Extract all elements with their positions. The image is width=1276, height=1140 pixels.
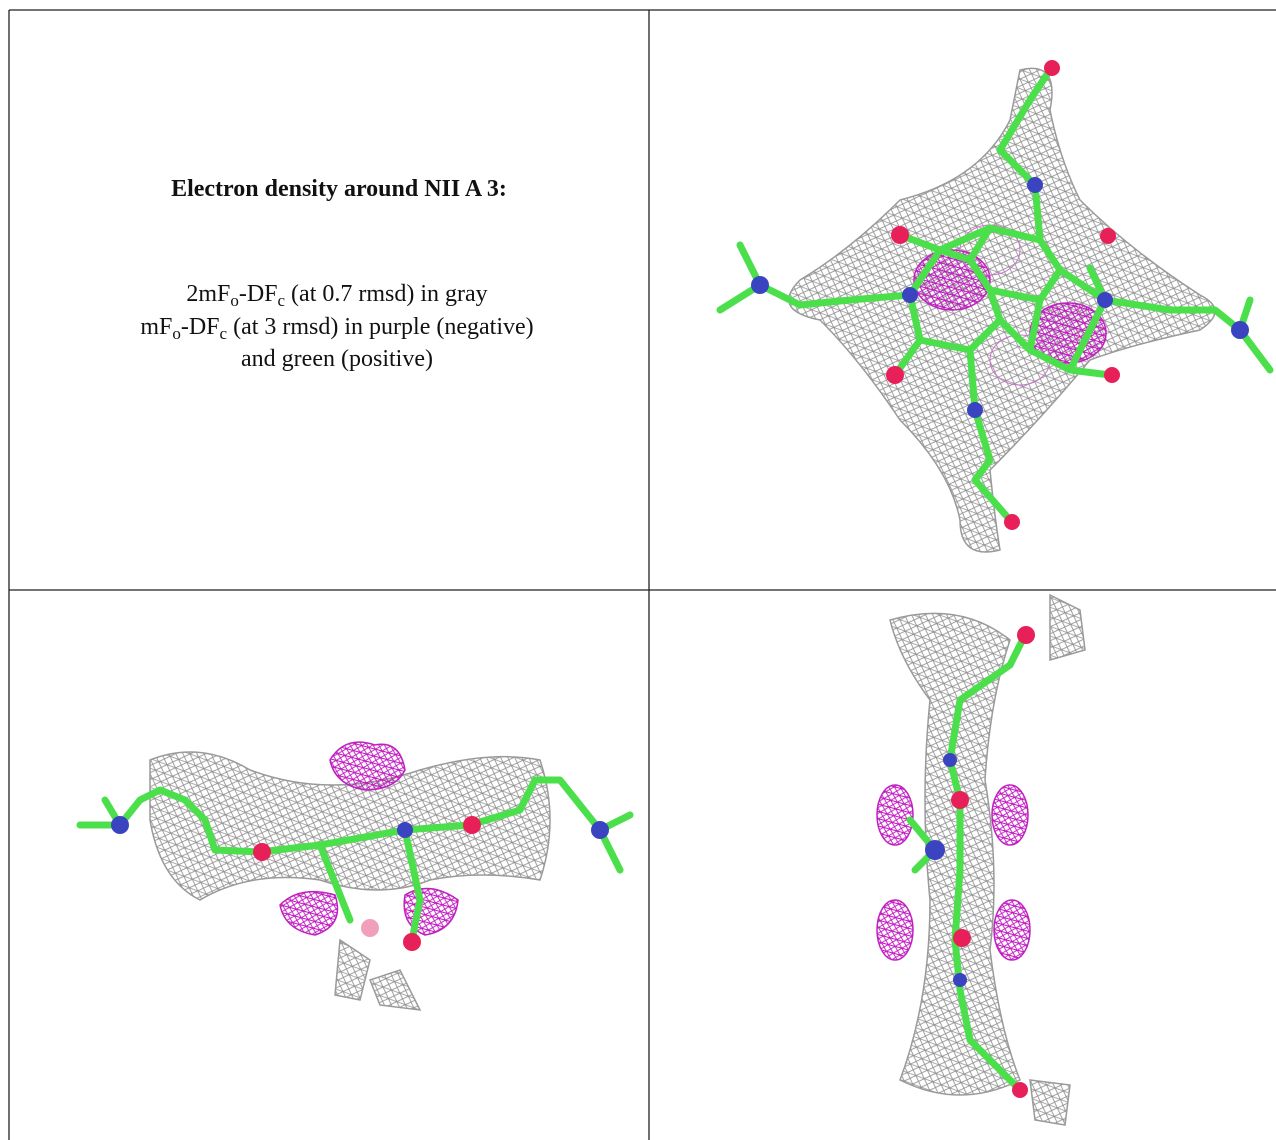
- mesh-shape: [149, 751, 551, 901]
- o-shape: [253, 843, 271, 861]
- table-borders: [8, 9, 1276, 1140]
- density-view-edge: [876, 593, 1086, 1126]
- stick-shape: [76, 776, 634, 944]
- caption-text: -DF: [181, 314, 220, 340]
- pmesh-shape: [279, 890, 339, 936]
- subscript: c: [278, 291, 286, 310]
- caption-text: 2mF: [186, 281, 230, 307]
- n-shape: [1097, 292, 1113, 308]
- o-shape: [953, 929, 971, 947]
- pmesh-shape: [993, 899, 1031, 961]
- caption-line: 2mFo-DFc (at 0.7 rmsd) in gray: [186, 281, 487, 310]
- n-shape: [953, 973, 967, 987]
- o-shape: [1017, 626, 1035, 644]
- caption-text: and green (positive): [241, 346, 433, 372]
- pmesh-shape: [876, 784, 914, 846]
- o-shape: [1100, 228, 1116, 244]
- n-shape: [925, 840, 945, 860]
- n-shape: [591, 821, 609, 839]
- caption-title: Electron density around NII A 3:: [171, 176, 507, 202]
- n-shape: [967, 402, 983, 418]
- pmesh-shape: [329, 741, 406, 791]
- n-shape: [751, 276, 769, 294]
- o-shape: [951, 791, 969, 809]
- o-shape: [1004, 514, 1020, 530]
- caption-text: -DF: [239, 281, 278, 307]
- subscript: o: [230, 291, 239, 310]
- caption-text: mF: [140, 314, 172, 340]
- n-shape: [111, 816, 129, 834]
- density-view-top: [716, 60, 1274, 553]
- o-shape: [891, 226, 909, 244]
- caption-cell: Electron density around NII A 3: 2mFo-DF…: [140, 176, 533, 372]
- density-view-side: [76, 741, 634, 1011]
- o-shape: [886, 366, 904, 384]
- pmesh-shape: [876, 899, 914, 961]
- pmesh-shape: [913, 249, 991, 311]
- mesh-shape: [334, 938, 422, 1011]
- n-shape: [943, 753, 957, 767]
- caption-line: and green (positive): [241, 346, 433, 372]
- n-shape: [397, 822, 413, 838]
- mesh-shape: [889, 612, 1021, 1096]
- n-shape: [902, 287, 918, 303]
- circle-shape: [361, 919, 379, 937]
- pmesh-shape: [991, 784, 1029, 846]
- o-shape: [1104, 367, 1120, 383]
- stick-shape: [716, 66, 1274, 524]
- n-shape: [1027, 177, 1043, 193]
- o-shape: [403, 933, 421, 951]
- n-shape: [1231, 321, 1249, 339]
- caption-text: (at 3 rmsd) in purple (negative): [227, 314, 534, 340]
- subscript: o: [172, 324, 181, 343]
- subscript: c: [220, 324, 228, 343]
- caption-text: (at 0.7 rmsd) in gray: [285, 281, 488, 307]
- mesh-shape: [1029, 593, 1086, 1126]
- o-shape: [1012, 1082, 1028, 1098]
- mesh-shape: [788, 67, 1216, 553]
- o-shape: [463, 816, 481, 834]
- caption-line: mFo-DFc (at 3 rmsd) in purple (negative): [140, 314, 533, 343]
- o-shape: [1044, 60, 1060, 76]
